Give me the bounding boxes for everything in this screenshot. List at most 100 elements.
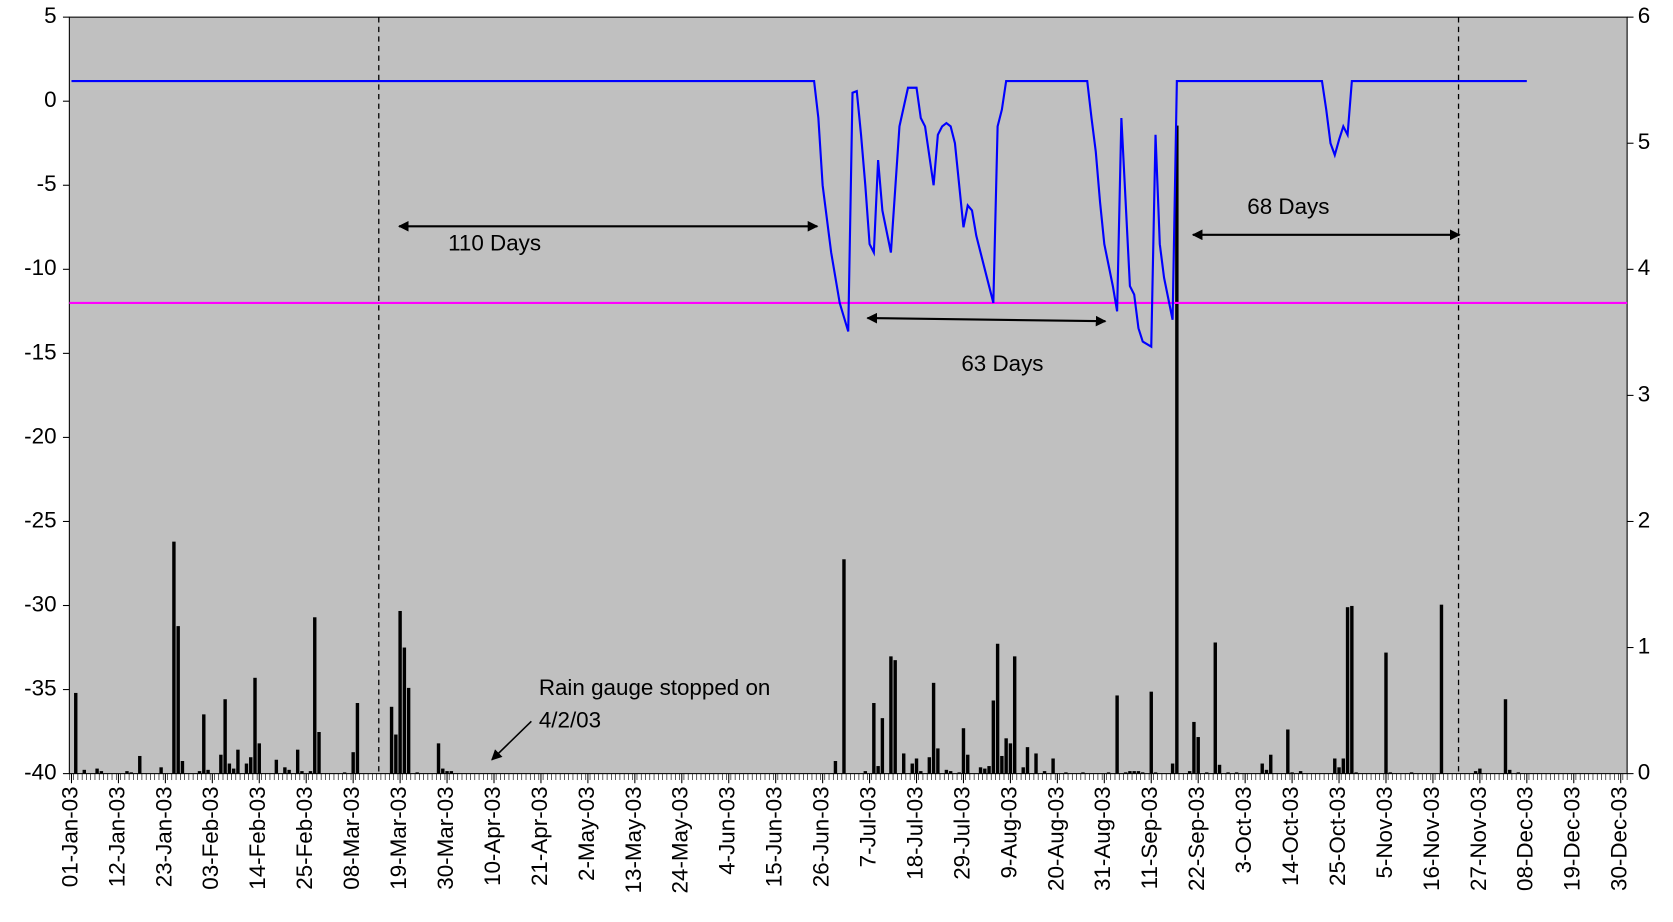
- bar: [1141, 772, 1145, 774]
- x-tick-label: 14-Feb-03: [245, 786, 270, 889]
- x-tick-label: 01-Jan-03: [57, 786, 82, 887]
- plot-area: [68, 16, 1628, 775]
- bar: [159, 767, 163, 774]
- y-tick-label: -15: [24, 339, 56, 364]
- bar: [1123, 772, 1128, 774]
- bar: [1000, 755, 1004, 774]
- bar: [1136, 771, 1141, 774]
- bar: [223, 699, 227, 774]
- bar: [995, 643, 1000, 774]
- x-tick-label: 03-Feb-03: [198, 786, 223, 889]
- x-tick-label: 20-Aug-03: [1043, 786, 1068, 891]
- bar: [978, 767, 983, 774]
- bar: [82, 769, 86, 774]
- y-tick-label: 0: [44, 87, 56, 112]
- bar: [283, 767, 287, 774]
- bar: [919, 771, 923, 774]
- plot-layer: 01-Jan-03 12-Jan-03 23-Jan-03 03-Feb-03 14-F…: [24, 3, 1650, 893]
- bar: [1128, 771, 1132, 774]
- bar: [1149, 691, 1153, 774]
- bar: [398, 610, 402, 774]
- bar: [1269, 754, 1273, 774]
- bar: [287, 769, 291, 774]
- y2-tick-label: 5: [1638, 129, 1650, 154]
- bar: [219, 754, 223, 774]
- annotation: 4/2/03: [539, 707, 601, 732]
- bar: [1115, 695, 1119, 774]
- x-tick-label: 5-Nov-03: [1372, 786, 1397, 878]
- bar: [342, 772, 347, 774]
- x-tick-label: 31-Aug-03: [1090, 786, 1115, 891]
- x-tick-label: 13-May-03: [621, 786, 646, 893]
- bar: [1008, 743, 1013, 774]
- bar: [244, 763, 249, 774]
- bar: [351, 752, 355, 774]
- y2-tick-label: 6: [1638, 3, 1650, 28]
- bar: [876, 766, 880, 774]
- bar: [355, 703, 360, 774]
- x-tick-label: 19-Mar-03: [386, 786, 411, 889]
- bar: [863, 771, 868, 774]
- bar: [317, 732, 321, 774]
- bar: [1333, 758, 1337, 774]
- y-tick-label: -30: [24, 591, 56, 616]
- bar: [991, 700, 996, 774]
- x-tick-label: 10-Apr-03: [480, 786, 505, 886]
- bar: [1226, 772, 1230, 774]
- bar: [1170, 763, 1175, 774]
- bar: [300, 771, 304, 774]
- bar: [1264, 769, 1269, 774]
- bar: [1025, 747, 1030, 774]
- x-tick-label: 08-Dec-03: [1513, 786, 1538, 891]
- y-tick-label: 5: [44, 3, 56, 28]
- bar: [880, 718, 885, 774]
- x-tick-label: 19-Dec-03: [1560, 786, 1585, 891]
- bar: [206, 769, 210, 774]
- bar: [948, 771, 953, 774]
- x-tick-label: 25-Feb-03: [292, 786, 317, 889]
- bar: [1205, 772, 1209, 774]
- bar: [1217, 764, 1222, 774]
- bar: [1439, 604, 1444, 774]
- bar: [236, 749, 240, 774]
- bar: [1508, 769, 1512, 774]
- y-tick-label: -35: [24, 675, 56, 700]
- x-tick-label: 25-Oct-03: [1325, 786, 1350, 886]
- x-tick-label: 24-May-03: [668, 786, 693, 893]
- bar: [902, 753, 906, 774]
- bar: [1051, 758, 1055, 774]
- y2-tick-label: 1: [1638, 633, 1650, 658]
- x-tick-label: 18-Jul-03: [902, 786, 927, 879]
- bar: [441, 768, 445, 774]
- bar: [1503, 699, 1508, 774]
- y-tick-label: -10: [24, 255, 56, 280]
- bar: [910, 763, 914, 774]
- x-tick-label: 4-Jun-03: [715, 786, 740, 874]
- bar: [227, 763, 232, 774]
- x-tick-label: 29-Jul-03: [949, 786, 974, 879]
- bar: [389, 706, 394, 774]
- y2-tick-label: 3: [1638, 381, 1650, 406]
- bar: [1042, 771, 1047, 774]
- bar: [1192, 721, 1196, 774]
- bar: [936, 748, 940, 774]
- bar: [74, 692, 78, 774]
- x-tick-label: 23-Jan-03: [151, 786, 176, 887]
- bar: [1004, 738, 1008, 774]
- bar: [138, 755, 142, 774]
- line: [71, 79, 1527, 349]
- bar: [231, 768, 236, 774]
- bar: [944, 769, 949, 774]
- bar: [1290, 772, 1294, 774]
- bar: [872, 703, 876, 774]
- bar: [99, 771, 104, 774]
- bar: [436, 743, 441, 774]
- bar: [394, 734, 398, 774]
- bar: [202, 714, 206, 774]
- bar: [1106, 772, 1111, 774]
- y-tick-label: -5: [37, 171, 57, 196]
- bar: [983, 768, 987, 774]
- y-tick-label: -40: [24, 760, 56, 785]
- bar: [1516, 772, 1520, 774]
